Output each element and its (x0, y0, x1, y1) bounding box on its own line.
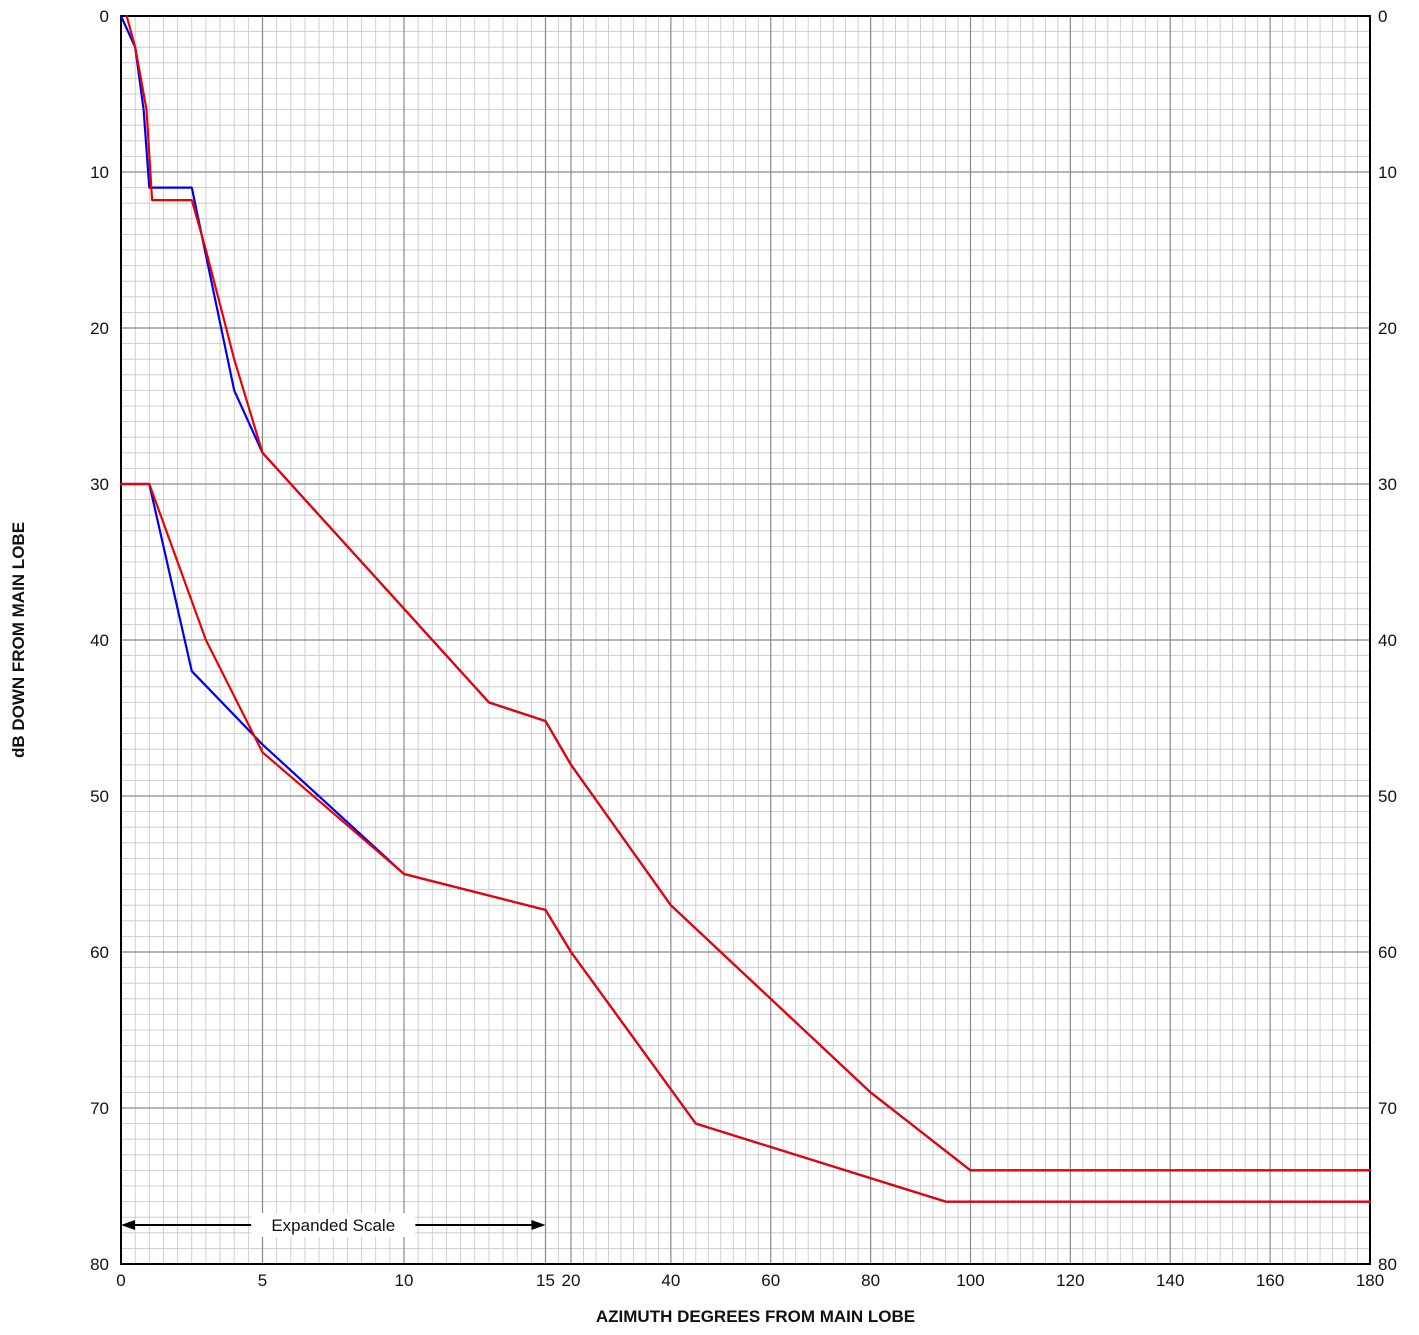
y-tick-label-left: 0 (100, 7, 109, 26)
y-tick-label-right: 10 (1378, 163, 1397, 182)
y-tick-label-right: 80 (1378, 1255, 1397, 1274)
x-tick-label: 5 (258, 1271, 267, 1290)
arrowhead-right-icon (531, 1220, 546, 1230)
tick-labels: 0 5 10 15 20 40 60 80 100 120 140 160 180 0 0 10 10 20 20 3… (90, 7, 1397, 1290)
x-tick-label: 40 (661, 1271, 680, 1290)
y-tick-label-left: 40 (90, 631, 109, 650)
x-axis-title: AZIMUTH DEGREES FROM MAIN LOBE (596, 1307, 915, 1326)
plot-frame (120, 15, 1371, 1265)
series-line-red-2 (125, 14, 1372, 1172)
series-line-red-4 (119, 482, 1372, 1203)
expanded-scale-label-bg (251, 1213, 416, 1237)
y-tick-label-left: 70 (90, 1099, 109, 1118)
y-tick-label-right: 60 (1378, 943, 1397, 962)
y-tick-label-right: 50 (1378, 787, 1397, 806)
y-tick-label-left: 10 (90, 163, 109, 182)
expanded-scale-label: Expanded Scale (271, 1216, 395, 1235)
y-axis-title: dB DOWN FROM MAIN LOBE (9, 522, 28, 758)
y-tick-label-left: 80 (90, 1255, 109, 1274)
x-tick-label: 80 (861, 1271, 880, 1290)
y-tick-label-left: 60 (90, 943, 109, 962)
x-tick-label: 60 (761, 1271, 780, 1290)
y-tick-label-right: 70 (1378, 1099, 1397, 1118)
x-tick-label: 120 (1056, 1271, 1084, 1290)
x-tick-label: 140 (1156, 1271, 1184, 1290)
series-layer (119, 14, 1372, 1203)
y-tick-label-right: 20 (1378, 319, 1397, 338)
y-tick-label-right: 40 (1378, 631, 1397, 650)
y-tick-label-right: 30 (1378, 475, 1397, 494)
expanded-scale-annotation: Expanded Scale (121, 1213, 546, 1237)
x-tick-label: 100 (956, 1271, 984, 1290)
y-tick-label-right: 0 (1378, 7, 1387, 26)
x-tick-label: 15 (536, 1271, 555, 1290)
y-tick-label-left: 50 (90, 787, 109, 806)
x-tick-label: 0 (116, 1271, 125, 1290)
x-tick-label: 160 (1256, 1271, 1284, 1290)
x-tick-label: 20 (562, 1271, 581, 1290)
y-tick-label-left: 30 (90, 475, 109, 494)
y-tick-label-left: 20 (90, 319, 109, 338)
x-tick-label: 180 (1356, 1271, 1384, 1290)
x-tick-label: 10 (395, 1271, 414, 1290)
arrowhead-left-icon (121, 1220, 135, 1230)
